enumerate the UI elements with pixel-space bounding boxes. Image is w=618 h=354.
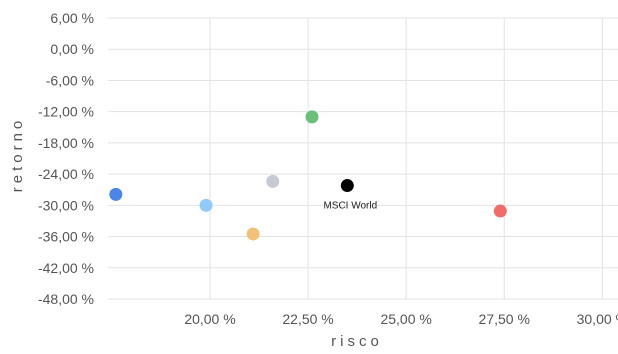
y-tick-label: -12,00 % [38, 104, 94, 120]
data-point[interactable] [493, 204, 507, 218]
data-point[interactable] [340, 179, 354, 193]
data-point[interactable] [266, 174, 280, 188]
data-points: MSCI World [109, 110, 507, 241]
y-tick-label: -42,00 % [38, 260, 94, 276]
y-tick-label: -6,00 % [46, 72, 94, 88]
y-tick-label: -36,00 % [38, 229, 94, 245]
x-tick-label: 30,00 % [577, 311, 618, 327]
x-axis-ticks: 20,00 % 22,50 % 25,00 % 27,50 % 30,00 % [184, 311, 618, 327]
grid-layer [108, 17, 618, 300]
point-label: MSCI World [323, 201, 377, 212]
x-tick-label: 27,50 % [479, 311, 530, 327]
data-point[interactable] [199, 198, 213, 212]
y-axis-title: retorno [9, 117, 26, 193]
data-point[interactable] [305, 110, 319, 124]
y-tick-label: 0,00 % [50, 41, 94, 57]
x-tick-label: 22,50 % [282, 311, 333, 327]
y-axis-ticks: 6,00 % 0,00 % -6,00 % -12,00 % -18,00 % -24,0… [38, 10, 94, 307]
y-tick-label: 6,00 % [50, 10, 94, 26]
data-point[interactable] [109, 187, 123, 201]
y-tick-label: -30,00 % [38, 197, 94, 213]
x-tick-label: 20,00 % [184, 311, 235, 327]
x-axis-title: risco [331, 333, 383, 349]
x-tick-label: 25,00 % [380, 311, 431, 327]
data-point[interactable] [246, 227, 260, 241]
y-tick-label: -18,00 % [38, 135, 94, 151]
y-tick-label: -24,00 % [38, 166, 94, 182]
y-tick-label: -48,00 % [38, 291, 94, 307]
